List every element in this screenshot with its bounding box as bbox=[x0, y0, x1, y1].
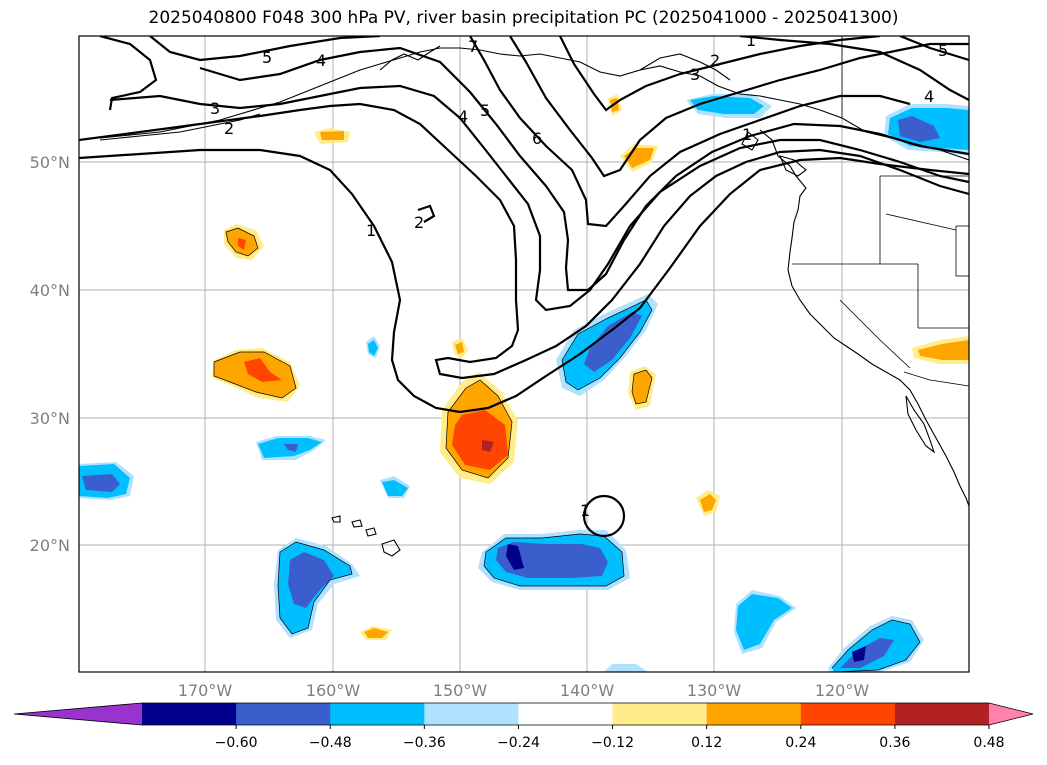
colorbar-outline bbox=[13, 702, 1034, 726]
colorbar-segment bbox=[424, 703, 519, 725]
borders bbox=[792, 36, 969, 387]
lon-label: 150°W bbox=[433, 681, 488, 700]
contour-label: 4 bbox=[316, 51, 326, 70]
colorbar-label: 0.12 bbox=[691, 735, 722, 751]
contour-label: 2 bbox=[414, 213, 424, 232]
lon-label: 170°W bbox=[178, 681, 233, 700]
lon-label: 140°W bbox=[560, 681, 615, 700]
colorbar-extend-min bbox=[14, 703, 142, 725]
lat-label: 40°N bbox=[30, 281, 70, 300]
colorbar-segment bbox=[330, 703, 425, 725]
colorbar-segment bbox=[518, 703, 614, 725]
shading-outlines bbox=[213, 227, 921, 672]
contour-label: 4 bbox=[924, 87, 934, 106]
colorbar-label: −0.60 bbox=[215, 735, 258, 751]
lon-label: 120°W bbox=[815, 681, 870, 700]
contour-label: 3 bbox=[690, 65, 700, 84]
lon-label: 160°W bbox=[306, 681, 361, 700]
contour-label: 5 bbox=[938, 41, 948, 60]
colorbar-label: −0.12 bbox=[591, 735, 634, 751]
colorbar-segment bbox=[142, 703, 237, 725]
lon-label: 130°W bbox=[687, 681, 742, 700]
contour-label: 5 bbox=[480, 101, 490, 120]
colorbar-extend-max bbox=[989, 703, 1033, 725]
contour-label: 5 bbox=[262, 48, 272, 67]
colorbar-segment bbox=[706, 703, 802, 725]
colorbar-segment bbox=[612, 703, 708, 725]
longitude-labels: 170°W 160°W 150°W 140°W 130°W 120°W bbox=[178, 681, 870, 700]
contour-label: 1 bbox=[746, 31, 756, 50]
colorbar: −0.60 −0.48 −0.36 −0.24 −0.12 0.12 0.24 0.36 0.4… bbox=[13, 702, 1034, 751]
pv-contours bbox=[79, 36, 969, 538]
colorbar-segment bbox=[894, 703, 990, 725]
contour-label: 1 bbox=[366, 221, 376, 240]
coastline bbox=[99, 45, 969, 557]
contour-labels: 5 4 3 2 1 7 5 4 6 2 1 2 3 4 5 1 1 bbox=[210, 31, 948, 520]
colorbar-label: −0.48 bbox=[309, 735, 352, 751]
contour-label: 1 bbox=[580, 501, 590, 520]
lat-label: 20°N bbox=[30, 536, 70, 555]
colorbar-label: 0.36 bbox=[879, 735, 910, 751]
contour-label: 7 bbox=[468, 37, 478, 56]
contour-label: 4 bbox=[458, 107, 468, 126]
colorbar-label: 0.48 bbox=[973, 735, 1004, 751]
contour-label: 2 bbox=[710, 51, 720, 70]
map-frame bbox=[78, 35, 970, 673]
colorbar-label: 0.24 bbox=[785, 735, 816, 751]
contour-label: 2 bbox=[224, 119, 234, 138]
colorbar-segment bbox=[800, 703, 896, 725]
colorbar-label: −0.24 bbox=[497, 735, 540, 751]
latitude-labels: 50°N 40°N 30°N 20°N bbox=[30, 153, 70, 555]
contour-label: 6 bbox=[532, 129, 542, 148]
lat-label: 50°N bbox=[30, 153, 70, 172]
lat-label: 30°N bbox=[30, 409, 70, 428]
colorbar-segment bbox=[236, 703, 331, 725]
precip-anomaly-fields bbox=[79, 94, 969, 672]
contour-label: 3 bbox=[210, 99, 220, 118]
colorbar-label: −0.36 bbox=[403, 735, 446, 751]
contour-label: 1 bbox=[742, 125, 752, 144]
map-title: 2025040800 F048 300 hPa PV, river basin … bbox=[148, 8, 899, 28]
